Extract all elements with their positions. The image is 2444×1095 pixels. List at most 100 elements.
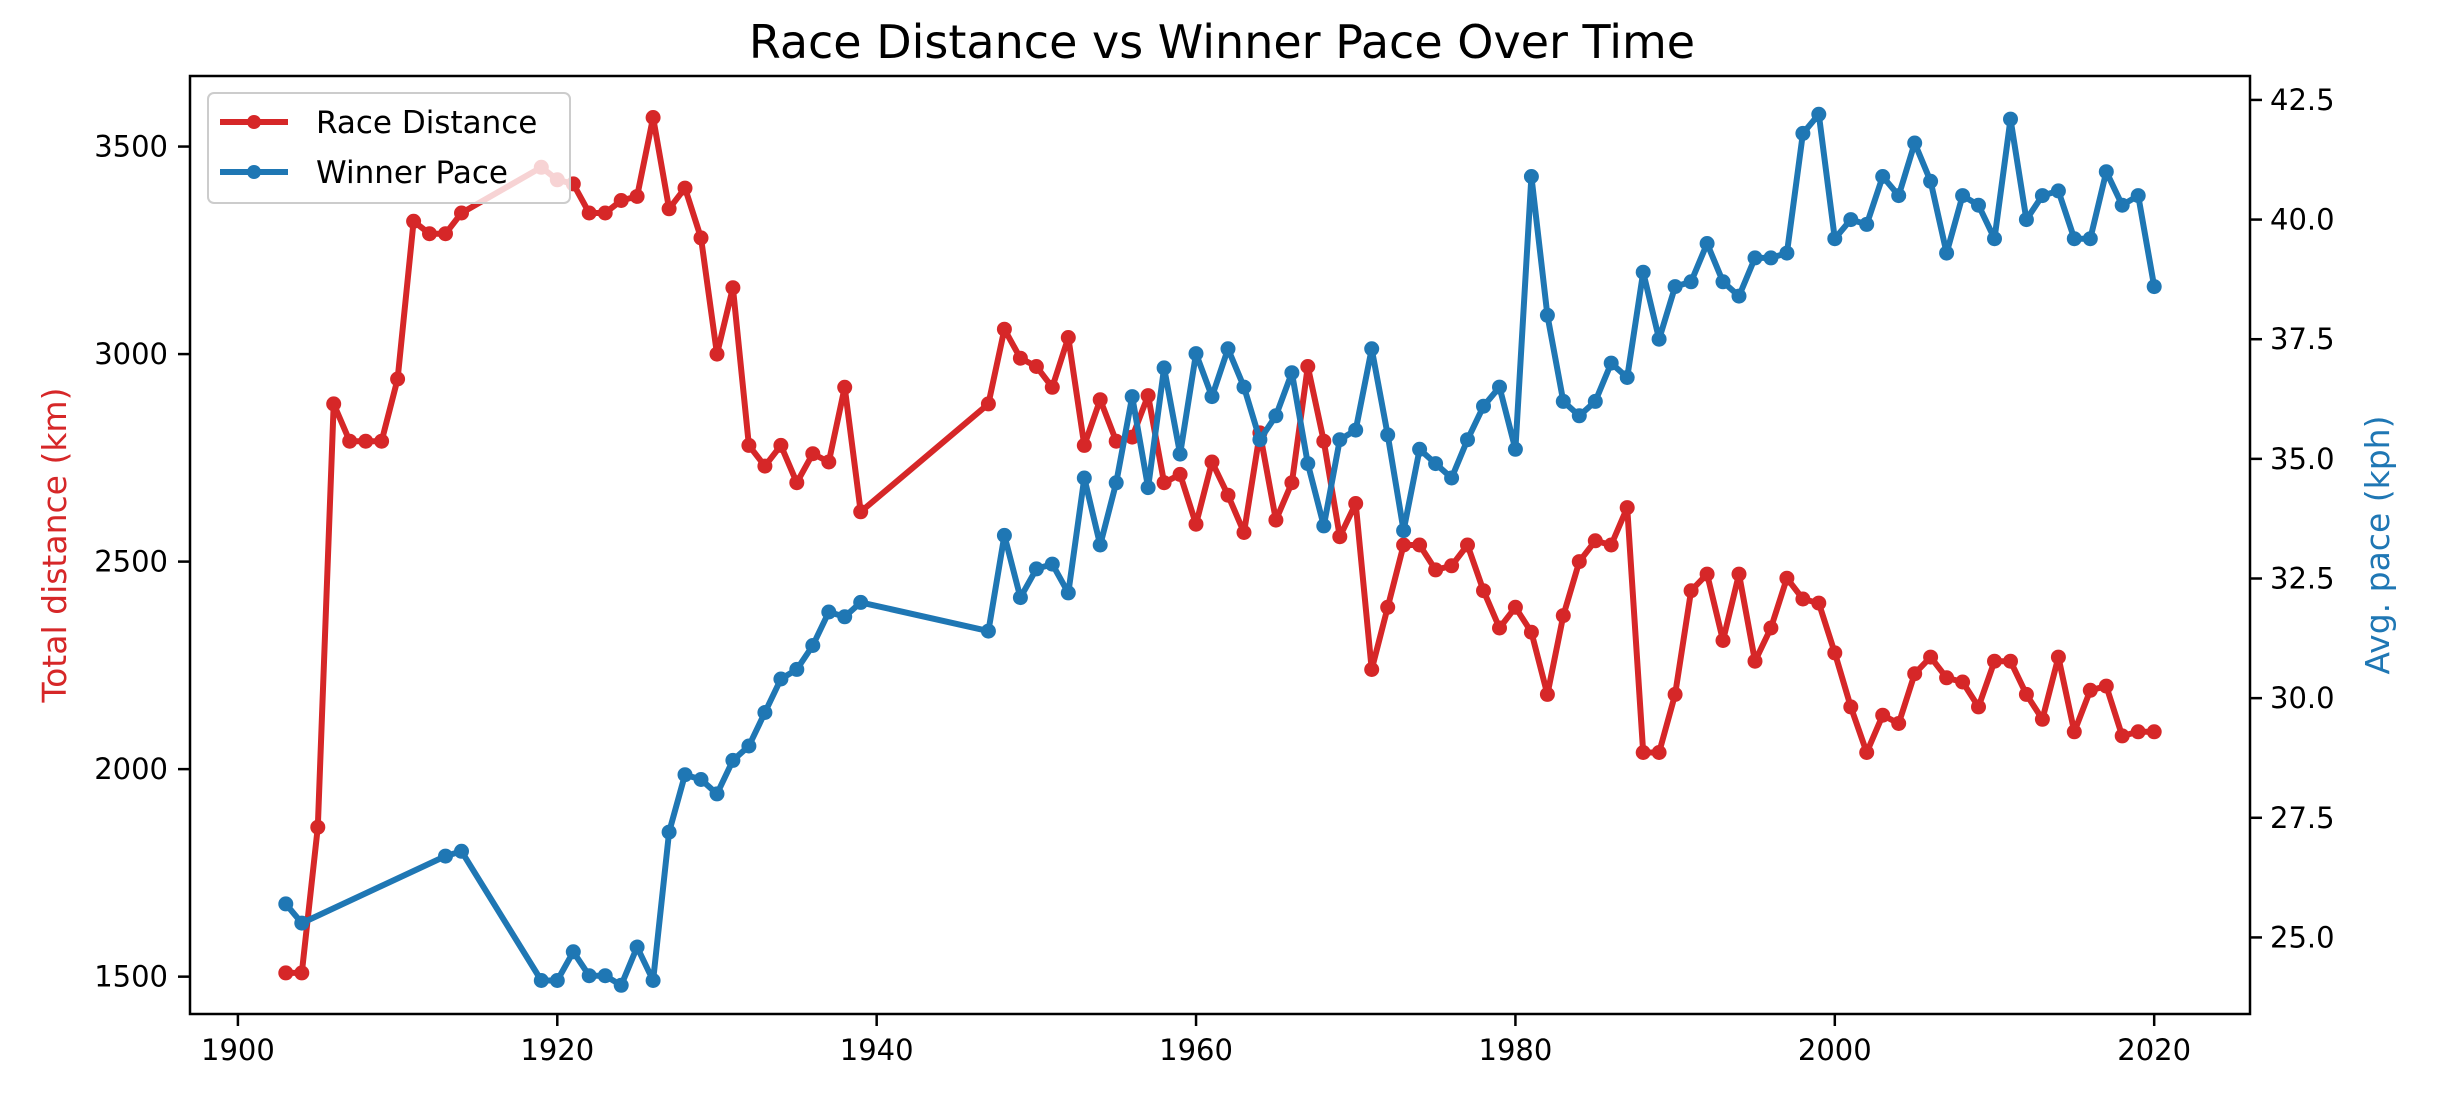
data-point-pace	[1396, 523, 1412, 539]
data-point-distance	[1204, 454, 1220, 470]
data-point-pace	[1907, 135, 1923, 151]
data-point-distance	[1859, 745, 1875, 760]
data-point-distance	[1843, 699, 1859, 715]
data-point-pace	[1460, 432, 1475, 448]
y-right-tick-label: 25.0	[2270, 920, 2335, 954]
data-point-pace	[1108, 475, 1124, 491]
data-point-distance	[2018, 686, 2034, 702]
data-point-distance	[1507, 599, 1523, 615]
data-point-distance	[1220, 487, 1236, 503]
data-point-pace	[1923, 173, 1939, 189]
data-point-distance	[1715, 633, 1731, 648]
legend: Race Distance Winner Pace	[207, 92, 571, 204]
data-point-pace	[565, 944, 581, 960]
data-point-distance	[342, 433, 358, 449]
data-point-pace	[853, 594, 869, 610]
y-right-tick-label: 27.5	[2270, 801, 2335, 835]
data-point-pace	[2050, 183, 2066, 199]
data-point-pace	[1699, 236, 1715, 251]
data-point-distance	[1316, 433, 1332, 449]
y-right-tick-label: 32.5	[2270, 562, 2335, 596]
data-point-pace	[1476, 398, 1491, 414]
data-point-distance	[1412, 537, 1428, 553]
data-point-pace	[1252, 432, 1268, 448]
x-tick-label: 1900	[201, 1033, 275, 1067]
data-point-distance	[1044, 379, 1060, 395]
data-point-distance	[326, 396, 342, 412]
data-point-pace	[1795, 125, 1811, 141]
data-point-pace	[1523, 169, 1539, 184]
legend-label-distance: Race Distance	[316, 105, 537, 141]
series-distance	[278, 110, 2162, 981]
data-point-pace	[1220, 341, 1236, 357]
plot-frame	[188, 74, 2252, 1016]
data-point-distance	[789, 475, 805, 491]
data-point-pace	[2034, 188, 2050, 204]
data-point-pace	[1539, 307, 1555, 323]
data-point-pace	[1428, 456, 1444, 472]
data-point-pace	[1156, 360, 1172, 376]
data-point-distance	[1188, 516, 1204, 532]
data-point-pace	[677, 767, 693, 783]
data-point-distance	[1587, 533, 1603, 549]
data-point-distance	[438, 226, 453, 242]
series-line-distance	[282, 114, 2158, 976]
data-point-pace	[1140, 480, 1156, 496]
data-point-pace	[709, 786, 725, 802]
data-point-distance	[374, 433, 390, 449]
data-point-distance	[1348, 496, 1364, 511]
data-point-distance	[1939, 670, 1955, 686]
legend-swatch-pace-marker	[247, 165, 261, 179]
x-axis: 1900 1920 1940 1960 1980 2000 2020	[201, 1014, 2191, 1067]
data-point-pace	[1747, 250, 1763, 266]
data-point-distance	[2114, 728, 2130, 744]
data-point-distance	[2050, 649, 2066, 665]
y-left-tick-label: 1500	[94, 960, 168, 994]
data-point-pace	[1348, 422, 1364, 438]
series-layer	[278, 106, 2162, 993]
data-point-pace	[1619, 370, 1635, 385]
y-right-tick-label: 42.5	[2270, 83, 2335, 117]
data-point-distance	[1523, 624, 1539, 640]
data-point-pace	[1635, 264, 1651, 280]
data-point-distance	[837, 379, 853, 395]
x-tick-label: 1960	[1159, 1033, 1233, 1067]
data-point-distance	[693, 230, 709, 246]
data-point-pace	[996, 527, 1012, 543]
data-point-distance	[1060, 330, 1076, 345]
data-point-distance	[1092, 392, 1108, 408]
data-point-pace	[1284, 365, 1300, 381]
legend-swatch-distance-marker	[247, 115, 261, 129]
data-point-pace	[821, 604, 837, 620]
data-point-pace	[2098, 164, 2114, 180]
data-point-pace	[725, 752, 741, 768]
data-point-distance	[1651, 745, 1667, 760]
data-point-distance	[2034, 711, 2050, 727]
data-point-distance	[1140, 388, 1156, 404]
data-point-distance	[454, 205, 469, 221]
data-point-pace	[1587, 393, 1603, 409]
y-right-tick-label: 37.5	[2270, 322, 2335, 356]
data-point-pace	[1507, 441, 1523, 457]
data-point-distance	[1476, 583, 1491, 599]
data-point-distance	[1795, 591, 1811, 607]
data-point-distance	[1683, 583, 1699, 599]
data-point-pace	[2082, 231, 2098, 247]
data-point-distance	[1555, 608, 1571, 624]
x-tick-label: 2020	[2117, 1033, 2191, 1067]
data-point-distance	[1444, 558, 1460, 574]
data-point-distance	[1827, 645, 1843, 661]
data-point-pace	[1987, 231, 2002, 247]
legend-label-pace: Winner Pace	[316, 155, 508, 191]
legend-item-pace: Winner Pace	[220, 155, 508, 191]
data-point-pace	[613, 977, 629, 993]
data-point-pace	[1683, 274, 1699, 290]
data-point-distance	[661, 201, 677, 217]
data-point-distance	[422, 226, 437, 242]
data-point-distance	[310, 819, 326, 835]
data-point-distance	[1955, 674, 1971, 690]
data-point-distance	[2146, 724, 2162, 740]
data-point-pace	[741, 738, 757, 754]
data-point-pace	[2114, 197, 2130, 213]
data-point-pace	[661, 824, 677, 840]
